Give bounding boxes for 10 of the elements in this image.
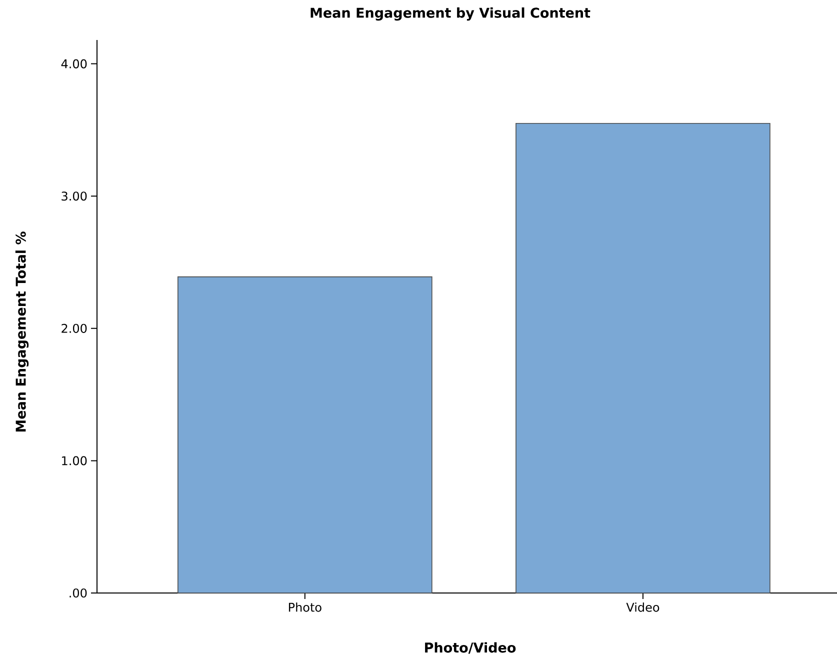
y-tick-label: 3.00 [62,192,87,201]
y-tick-label: .00 [70,588,87,598]
y-axis-title: Mean Engagement Total % [15,232,29,432]
x-tick-label: Video [626,602,660,612]
chart-title: Mean Engagement by Visual Content [310,7,590,21]
x-tick-label: Photo [288,602,322,612]
x-axis-title: Photo/Video [425,642,516,654]
y-tick-label: 2.00 [62,324,87,333]
y-tick-label: 1.00 [62,456,87,466]
y-tick-label: 4.00 [61,59,87,68]
